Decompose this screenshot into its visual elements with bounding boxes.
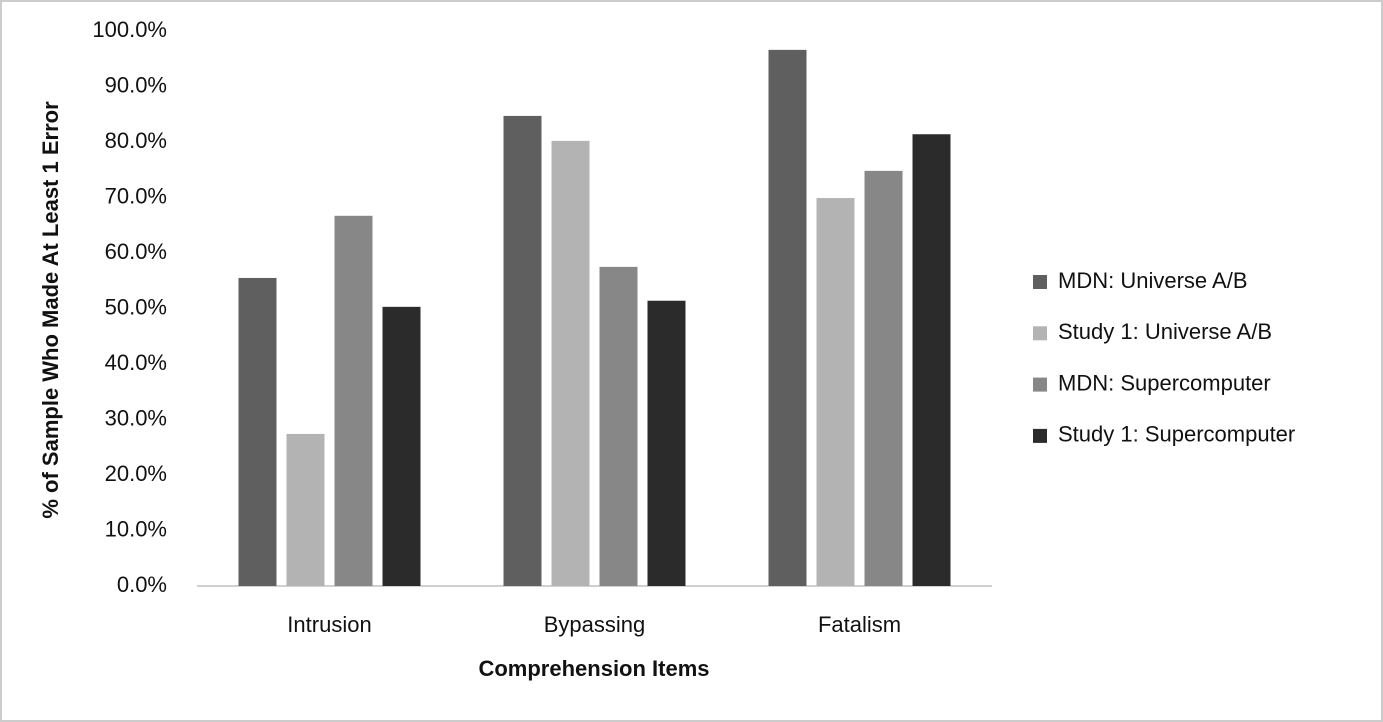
bar: [912, 134, 951, 587]
x-tick-label: Fatalism: [818, 612, 901, 637]
bar: [599, 266, 638, 586]
y-tick-label: 40.0%: [105, 350, 167, 375]
y-axis-title: % of Sample Who Made At Least 1 Error: [38, 101, 63, 519]
legend-swatch: [1033, 377, 1047, 392]
bar: [864, 170, 903, 587]
legend-swatch: [1033, 326, 1047, 341]
y-tick-label: 20.0%: [105, 461, 167, 486]
bar: [238, 277, 277, 586]
y-tick-label: 90.0%: [105, 72, 167, 97]
bar: [382, 306, 421, 586]
x-tick-label: Intrusion: [287, 612, 371, 637]
legend-swatch: [1033, 428, 1047, 443]
legend-swatch: [1033, 275, 1047, 289]
legend-label: MDN: Supercomputer: [1058, 370, 1271, 395]
x-axis-title: Comprehension Items: [478, 656, 709, 681]
legend-label: Study 1: Supercomputer: [1058, 422, 1295, 447]
y-tick-label: 50.0%: [105, 294, 167, 319]
y-tick-label: 70.0%: [105, 183, 167, 208]
x-tick-label: Bypassing: [544, 612, 646, 637]
bar: [816, 198, 855, 586]
legend-label: MDN: Universe A/B: [1058, 268, 1248, 293]
bar: [286, 433, 325, 586]
bar: [647, 300, 686, 586]
bar: [551, 140, 590, 586]
y-tick-label: 100.0%: [92, 17, 167, 42]
bar: [503, 115, 542, 586]
y-tick-label: 10.0%: [105, 516, 167, 541]
y-tick-label: 0.0%: [117, 572, 167, 597]
y-tick-label: 30.0%: [105, 405, 167, 430]
legend-label: Study 1: Universe A/B: [1058, 319, 1272, 344]
y-tick-label: 80.0%: [105, 128, 167, 153]
bar: [768, 49, 807, 587]
bar: [334, 215, 373, 586]
y-tick-label: 60.0%: [105, 239, 167, 264]
